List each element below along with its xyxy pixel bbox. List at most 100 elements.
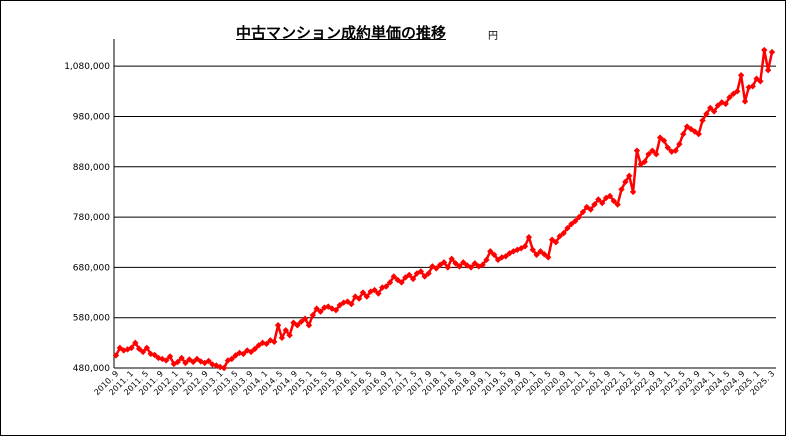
data-point: [537, 248, 544, 255]
y-tick-label: 680,000: [73, 263, 110, 273]
data-point: [274, 322, 282, 329]
data-point: [764, 66, 772, 74]
data-point: [595, 196, 602, 203]
data-point: [676, 140, 683, 148]
data-point: [521, 243, 529, 250]
data-point: [529, 246, 536, 253]
data-point: [544, 254, 552, 261]
data-point: [301, 315, 309, 322]
data-point: [135, 345, 143, 353]
data-point: [278, 334, 286, 342]
data-point: [680, 130, 687, 138]
data-point: [425, 270, 432, 277]
data-point: [263, 340, 270, 348]
data-point: [448, 255, 455, 263]
data-point: [737, 72, 745, 79]
data-point: [560, 229, 567, 237]
data-point: [599, 199, 606, 207]
data-point: [730, 90, 737, 98]
data-point: [139, 348, 147, 356]
data-point: [502, 253, 509, 260]
y-tick-label: 780,000: [73, 213, 110, 223]
data-point: [741, 98, 749, 105]
data-point: [182, 359, 189, 367]
data-point: [317, 308, 324, 315]
data-point: [132, 339, 139, 347]
data-point: [162, 357, 170, 364]
data-point: [205, 357, 212, 365]
data-point: [514, 246, 521, 253]
data-point: [572, 217, 579, 225]
data-point: [313, 305, 320, 312]
data-point: [220, 364, 228, 372]
data-point: [510, 248, 517, 255]
data-point: [556, 232, 563, 240]
data-point: [151, 351, 158, 359]
y-tick-label: 980,000: [73, 112, 110, 122]
data-point: [359, 289, 367, 296]
unit-label: 円: [488, 31, 498, 42]
data-point: [143, 344, 151, 352]
data-point: [398, 279, 405, 286]
data-point: [174, 358, 181, 366]
data-point: [390, 273, 398, 280]
data-point: [749, 83, 756, 90]
data-point: [768, 48, 776, 56]
y-tick-label: 580,000: [73, 314, 110, 324]
data-point: [548, 236, 556, 243]
data-point: [166, 353, 174, 360]
data-point: [614, 201, 621, 208]
data-point: [591, 201, 598, 208]
data-point: [734, 88, 741, 95]
data-point: [483, 256, 490, 264]
y-tick-label: 880,000: [73, 163, 110, 173]
data-point: [282, 327, 289, 334]
data-point: [228, 355, 235, 363]
data-point: [629, 188, 637, 196]
data-point: [653, 150, 660, 158]
data-point: [672, 147, 679, 154]
data-point: [240, 350, 247, 358]
data-point: [637, 161, 644, 168]
data-point: [355, 295, 363, 302]
data-point: [710, 108, 718, 115]
data-point: [622, 178, 629, 186]
data-point: [641, 158, 648, 165]
data-point: [517, 245, 525, 252]
data-point: [718, 99, 726, 106]
data-point: [707, 104, 714, 112]
data-point: [406, 271, 413, 279]
data-point: [645, 150, 652, 158]
data-point: [487, 248, 494, 255]
data-point: [363, 293, 371, 300]
data-point: [656, 134, 664, 141]
data-point: [668, 148, 675, 155]
data-point: [440, 259, 448, 266]
data-point: [332, 306, 340, 314]
data-point: [761, 46, 768, 54]
data-point: [490, 251, 498, 259]
data-point: [433, 265, 440, 272]
data-point: [683, 123, 691, 130]
chart-title: 中古マンション成約単価の推移: [236, 24, 447, 42]
data-point: [456, 263, 463, 270]
data-point: [699, 117, 706, 124]
data-point: [575, 213, 583, 221]
data-point: [467, 264, 475, 271]
data-point: [386, 279, 394, 286]
data-point: [525, 234, 533, 241]
data-point: [216, 363, 224, 371]
data-point: [610, 197, 617, 205]
data-point: [452, 260, 459, 267]
data-point: [660, 137, 668, 144]
y-tick-label: 480,000: [73, 364, 110, 374]
data-point: [409, 275, 417, 283]
data-point: [757, 78, 764, 85]
data-point: [309, 311, 316, 319]
data-point: [626, 172, 633, 180]
data-point: [460, 259, 467, 266]
data-point: [726, 94, 733, 101]
data-point: [583, 203, 590, 211]
